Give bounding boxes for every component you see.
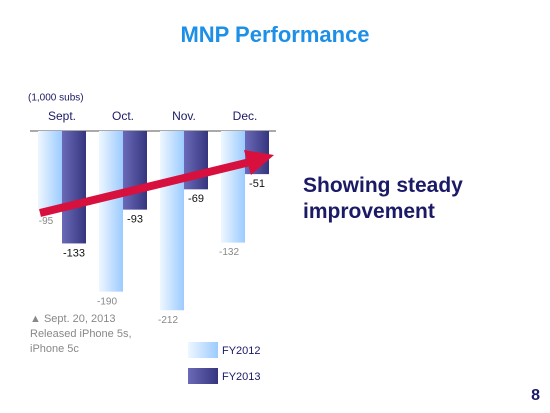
x-tick-label: Nov.: [172, 109, 196, 123]
legend-swatch: [188, 368, 218, 384]
annotation: Showing steady improvement: [303, 174, 463, 223]
note-line: Released iPhone 5s,: [30, 328, 132, 340]
arrow-head: [244, 150, 274, 175]
trend-arrow: [39, 150, 274, 217]
page-number: 8: [531, 387, 540, 404]
legend-swatch: [188, 342, 218, 358]
legend-label: FY2012: [222, 345, 261, 357]
value-label: -51: [249, 178, 265, 190]
bar: [123, 131, 147, 210]
value-label: -212: [158, 315, 178, 326]
bar: [160, 131, 184, 311]
note: ▲ Sept. 20, 2013 Released iPhone 5s, iPh…: [30, 312, 132, 357]
legend-label: FY2013: [222, 371, 261, 383]
value-label: -133: [63, 247, 85, 259]
bar: [62, 131, 86, 244]
x-tick-label: Sept.: [48, 109, 76, 123]
note-line: iPhone 5c: [30, 343, 79, 355]
arrow-shaft: [39, 158, 251, 217]
value-label: -190: [97, 296, 117, 307]
value-label: -69: [188, 193, 204, 205]
x-tick-label: Oct.: [112, 109, 134, 123]
bar: [38, 131, 62, 212]
value-label: -95: [39, 216, 54, 227]
value-label: -93: [127, 214, 143, 226]
value-label: -132: [219, 247, 239, 258]
chart-title: MNP Performance: [180, 22, 369, 47]
bar: [221, 131, 245, 243]
note-line: ▲ Sept. 20, 2013: [30, 313, 116, 325]
unit-label: (1,000 subs): [28, 93, 84, 104]
x-tick-label: Dec.: [233, 109, 258, 123]
bar: [99, 131, 123, 292]
